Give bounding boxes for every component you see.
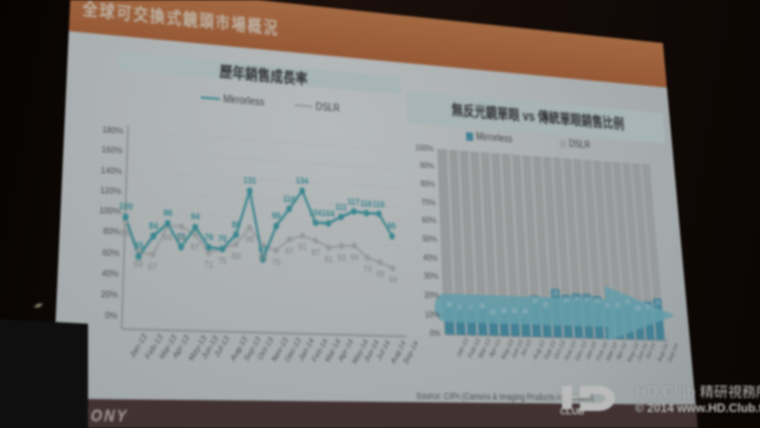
svg-text:CLUB: CLUB xyxy=(560,407,585,416)
